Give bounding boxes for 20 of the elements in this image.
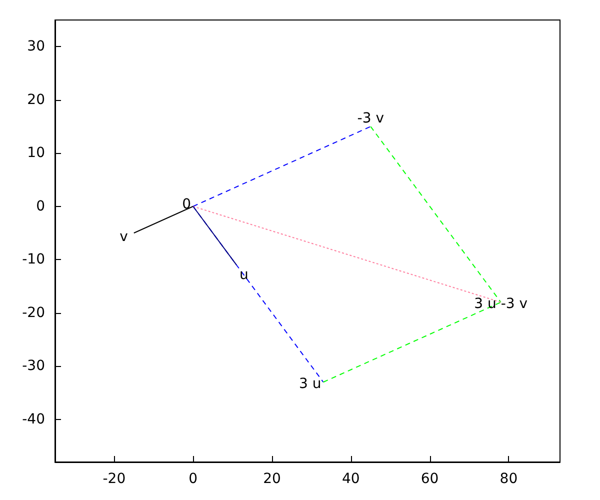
y-tick-label: 20 — [27, 92, 45, 108]
annotation: -3 v — [357, 110, 384, 127]
y-tick-label: -10 — [22, 252, 45, 268]
annotation: 3 u — [299, 376, 322, 392]
y-tick-label: -20 — [22, 304, 45, 321]
y-tick-label: -40 — [22, 411, 45, 428]
x-tick-label: -20 — [102, 471, 126, 487]
annotation: 0 — [182, 196, 192, 212]
annotation: v — [120, 229, 128, 246]
x-tick-label: 0 — [188, 471, 198, 487]
y-tick-label: -30 — [22, 358, 45, 374]
x-tick-label: 20 — [263, 471, 281, 487]
x-tick-label: 80 — [500, 471, 518, 487]
annotation: 3 u -3 v — [474, 296, 528, 312]
x-tick-label: 40 — [342, 471, 360, 487]
y-tick-label: 0 — [36, 198, 45, 214]
annotation: u — [239, 266, 248, 283]
x-tick-label: 60 — [420, 471, 439, 487]
y-tick-label: 30 — [27, 38, 45, 55]
y-tick-label: 10 — [27, 145, 45, 162]
